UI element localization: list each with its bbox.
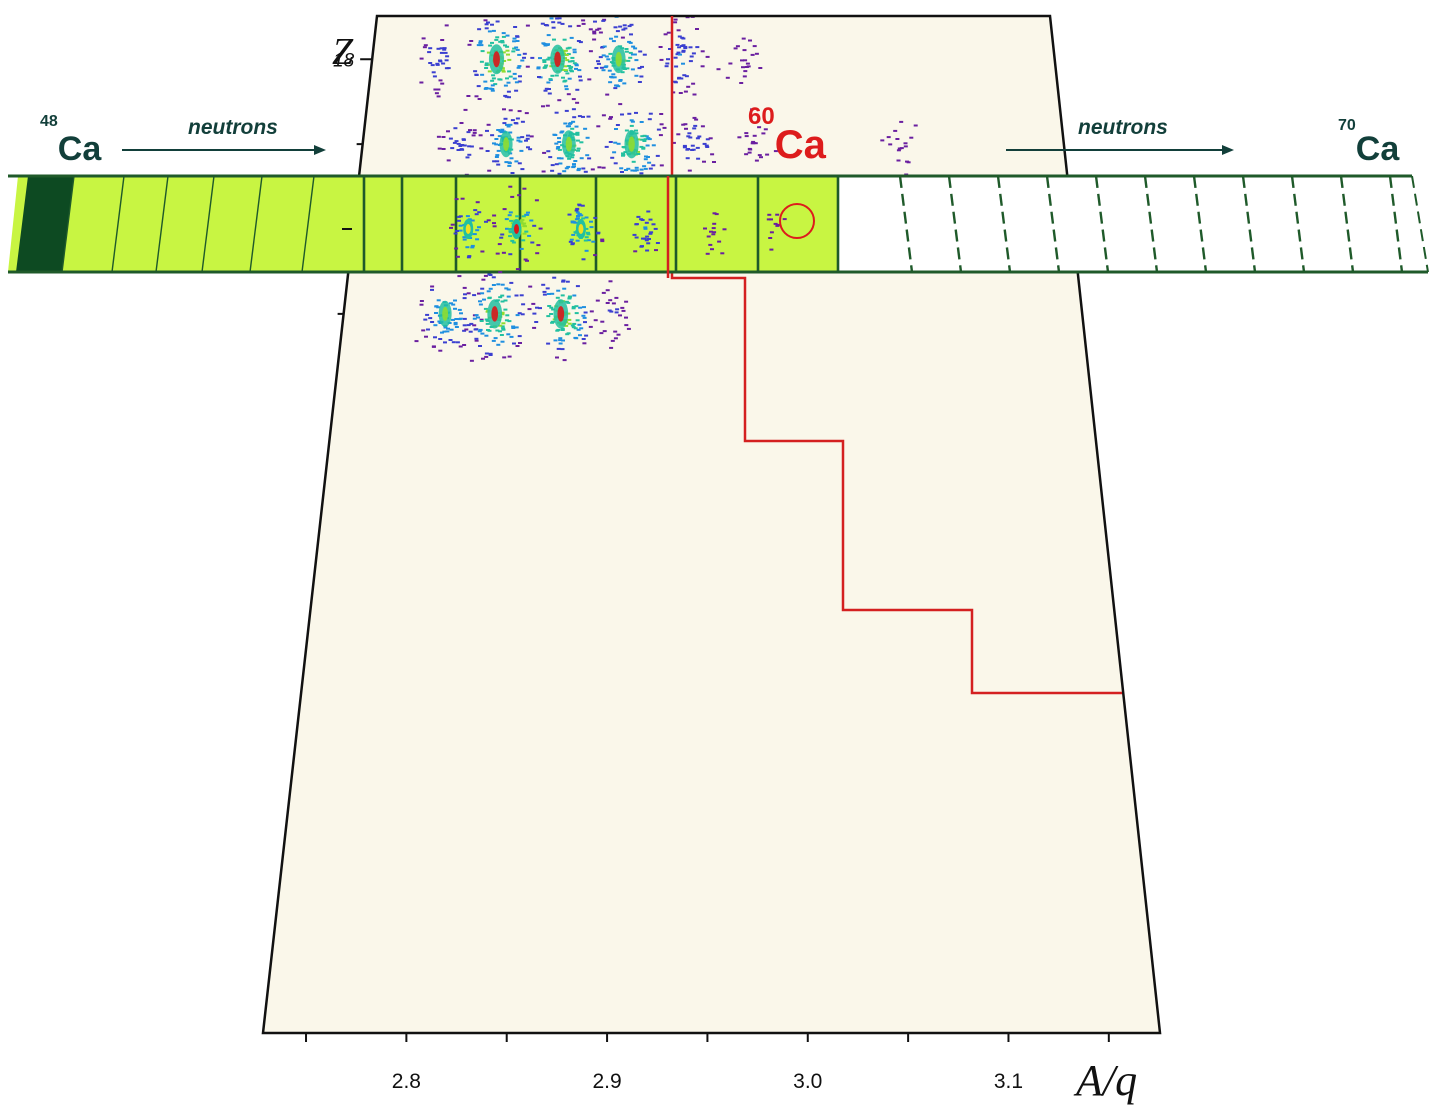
y-axis-title: Z	[332, 31, 354, 73]
data-spot	[588, 16, 647, 106]
strip-cell-divider	[301, 175, 315, 273]
label-end-nuclide: 70Ca	[1338, 117, 1400, 168]
x-tick-label: 2.8	[392, 1070, 421, 1093]
data-spot	[658, 28, 710, 96]
strip-cell-divider	[249, 175, 263, 273]
data-spot	[464, 265, 537, 362]
data-spot	[737, 108, 778, 162]
data-spot	[485, 108, 534, 179]
data-spot	[671, 116, 716, 172]
data-spot	[465, 0, 513, 10]
arrow-right-head	[1222, 145, 1234, 155]
strip-cell-divider-dashed	[1094, 175, 1110, 273]
strip-end-divider	[1411, 175, 1429, 273]
strip-data-spot	[766, 213, 787, 251]
highlight-circle	[779, 203, 815, 239]
data-spot	[593, 280, 631, 349]
strip-observed-band	[8, 176, 838, 272]
strip-data-spot	[449, 197, 491, 259]
data-spot	[525, 17, 593, 108]
strip-cell-divider-dashed	[1290, 175, 1306, 273]
strip-cell-divider-dashed	[1045, 175, 1061, 273]
data-spot	[541, 93, 602, 179]
data-spot	[701, 0, 754, 15]
data-spot	[601, 111, 667, 190]
data-spot	[527, 269, 594, 362]
strip-cell-divider-dashed	[947, 175, 963, 273]
arrow-label-left: neutrons	[188, 116, 278, 139]
x-axis: 2.8 2.9 3.0 3.1	[305, 1033, 1110, 1093]
x-tick-label: 2.9	[592, 1070, 621, 1093]
x-tick-label: 3.1	[994, 1070, 1023, 1093]
strip-cell-divider-dashed	[1388, 175, 1404, 273]
data-spot	[419, 24, 451, 98]
label-highlight-nuclide: 60Ca	[748, 103, 827, 167]
data-spot	[414, 262, 484, 352]
strip-cell-divider-dashed	[996, 175, 1012, 273]
strip-data-spot	[567, 203, 605, 261]
plot-frame	[261, 14, 1162, 1035]
label-start-nuclide: 48Ca	[40, 113, 102, 168]
data-spot	[466, 19, 527, 112]
y-tick-label: 18	[333, 50, 355, 71]
strip-cell-divider	[155, 175, 169, 273]
strip-cell-divider-dashed	[1241, 175, 1257, 273]
strip-unobserved-band	[838, 176, 1428, 272]
strip-cell-divider-dashed	[1192, 175, 1208, 273]
arrow-label-right: neutrons	[1078, 116, 1168, 139]
data-spot	[436, 108, 484, 176]
strip-cell-divider	[201, 175, 215, 273]
arrow-left-head	[314, 145, 326, 155]
data-spot	[525, 17, 562, 27]
strip-stable-cell	[16, 176, 74, 272]
nuclide-strip	[8, 174, 1429, 278]
strip-data-spot	[703, 212, 727, 255]
x-axis-title: A/q	[1073, 1056, 1137, 1105]
data-spot	[716, 37, 763, 84]
x-tick-label: 3.0	[793, 1070, 822, 1093]
strip-cell-divider-dashed	[1339, 175, 1355, 273]
plot-area	[263, 16, 1160, 1033]
strip-data-spot	[632, 210, 660, 253]
strip-cell-divider-dashed	[1143, 175, 1159, 273]
strip-cell-divider	[61, 175, 75, 273]
strip-cell-divider-dashed	[898, 175, 914, 273]
strip-data-spot	[492, 185, 543, 274]
strip-cell-divider	[111, 175, 125, 273]
